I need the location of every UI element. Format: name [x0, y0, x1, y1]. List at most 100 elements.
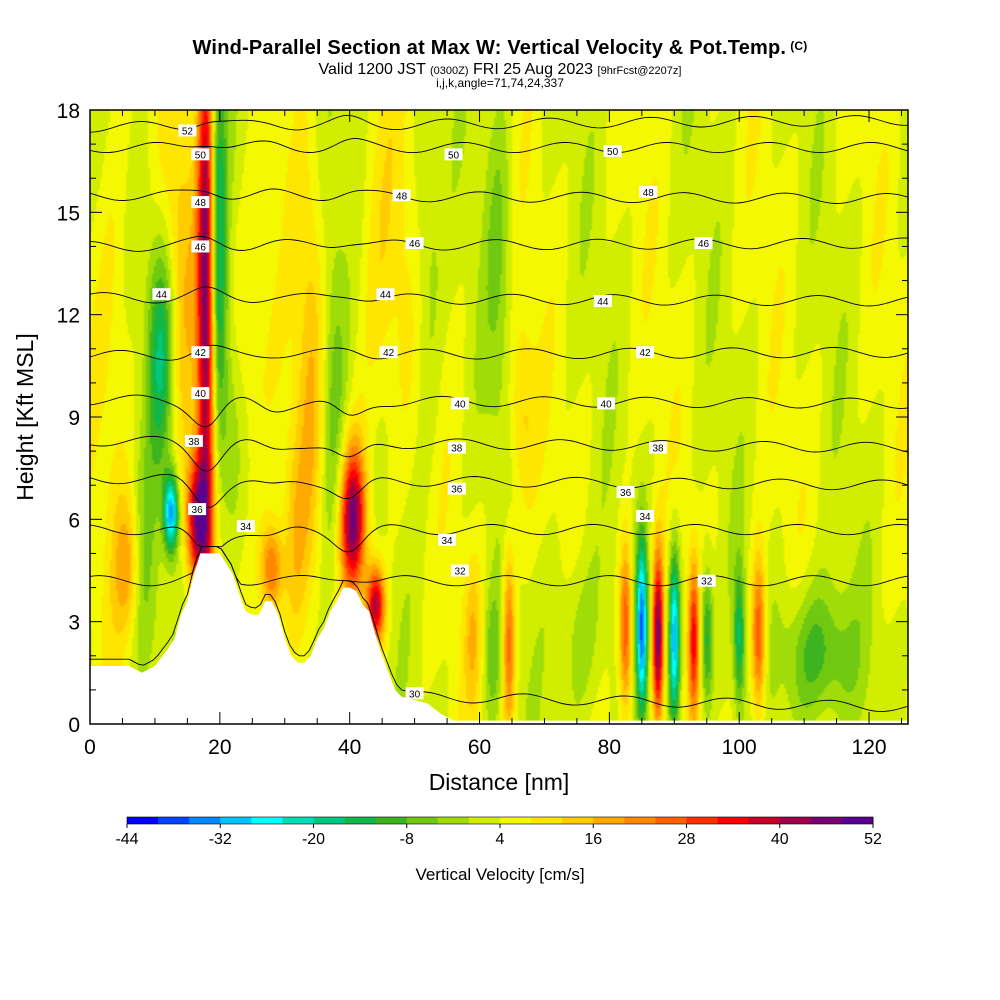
contour-label-text: 32 [454, 567, 466, 578]
contour-label: 36 [616, 486, 635, 499]
contour-label-box [438, 533, 457, 546]
contour-label-text: 38 [188, 437, 200, 448]
contour-label-text: 34 [640, 512, 652, 523]
theta-contour-32 [90, 546, 908, 587]
colorbar-swatch [344, 817, 377, 824]
chart-title: Wind-Parallel Section at Max W: Vertical… [192, 37, 808, 59]
contour-label: 40 [597, 397, 616, 410]
grid-indices: i,j,k,angle=71,74,24,337 [436, 76, 564, 90]
theta-contour-38 [90, 435, 908, 472]
theta-contour-40 [90, 394, 908, 428]
contour-label-box [191, 196, 210, 209]
colorbar-title: Vertical Velocity [cm/s] [415, 865, 584, 884]
contour-label: 40 [191, 387, 210, 400]
y-tick-label: 9 [68, 407, 80, 430]
valid-utc: (0300Z) [430, 65, 469, 77]
x-tick-label: 120 [852, 736, 887, 759]
contour-label-box [392, 189, 411, 202]
colorbar-swatch [655, 817, 687, 824]
contour-label-text: 48 [396, 191, 408, 202]
colorbar-swatch [468, 817, 501, 824]
contour-label-text: 34 [240, 522, 252, 533]
contour-label-box [178, 124, 197, 137]
colorbar-swatch [562, 817, 594, 824]
contour-label-box [447, 441, 466, 454]
contour-label: 48 [639, 185, 658, 199]
colorbar-swatch [686, 817, 719, 824]
valid-time: Valid 1200 JST [318, 61, 426, 78]
contour-label-text: 48 [195, 198, 207, 209]
contour-label-box [236, 520, 255, 533]
colorbar-swatch [251, 817, 283, 824]
contour-label-text: 44 [597, 297, 609, 308]
contour-label: 48 [191, 196, 210, 209]
theta-contour-48 [90, 188, 908, 204]
contour-label-box [191, 346, 210, 359]
contour-label-box [191, 387, 210, 400]
contour-label: 42 [379, 346, 398, 359]
colorbar-swatch [437, 817, 470, 824]
contour-label: 38 [447, 441, 466, 455]
contour-label-box [451, 564, 470, 577]
contour-label-box [603, 144, 622, 157]
contour-label-box [649, 441, 668, 454]
contour-label: 44 [152, 288, 171, 301]
forecast-info: [9hrFcst@2207z] [597, 65, 682, 77]
y-tick-label: 6 [68, 509, 80, 532]
theta-contour-50 [90, 138, 908, 154]
theta-contour-44 [90, 286, 908, 307]
colorbar-swatch [282, 817, 314, 824]
contour-label-text: 52 [182, 126, 194, 137]
potential-temperature-contours [90, 114, 908, 712]
contour-label-text: 44 [380, 290, 392, 301]
contour-label: 42 [191, 346, 210, 359]
theta-contour-36 [90, 473, 908, 508]
contour-label-box [444, 148, 463, 161]
contour-label-text: 46 [409, 239, 421, 250]
contour-label: 46 [191, 240, 210, 253]
colorbar-label: 28 [678, 831, 696, 848]
contour-label-box [597, 397, 616, 410]
contour-label-box [447, 482, 466, 495]
contour-label: 50 [603, 144, 622, 158]
contour-label: 34 [438, 533, 457, 547]
theta-contour-46 [90, 236, 908, 252]
contour-label-box [451, 397, 470, 410]
colorbar-swatch [189, 817, 221, 824]
contour-label-text: 42 [640, 348, 652, 359]
theta-contour-34 [90, 524, 908, 553]
contour-label: 50 [191, 148, 210, 161]
contour-label-text: 38 [451, 444, 463, 455]
contour-label-box [405, 687, 424, 700]
colorbar-swatch [717, 817, 750, 824]
valid-date: FRI 25 Aug 2023 [472, 61, 594, 78]
contour-label-box [184, 434, 203, 447]
contour-label-text: 32 [701, 577, 713, 588]
colorbar-swatch [375, 817, 408, 824]
contour-label-text: 50 [448, 150, 460, 161]
contour-label: 36 [188, 503, 207, 516]
contour-label: 30 [405, 687, 424, 700]
x-axis-label: Distance [nm] [429, 769, 570, 795]
contour-label-text: 38 [652, 444, 664, 455]
contour-label: 34 [236, 520, 255, 533]
colorbar-swatch [531, 817, 563, 824]
contour-label: 32 [697, 574, 716, 588]
contour-label-text: 46 [195, 242, 207, 253]
colorbar-label: 16 [584, 831, 602, 848]
colorbar-swatch [500, 817, 532, 824]
colorbar-swatch [313, 817, 346, 824]
theta-contour-52 [90, 114, 908, 133]
contour-label-text: 50 [607, 147, 619, 158]
contour-label-box [188, 503, 207, 516]
contour-label-text: 36 [192, 505, 204, 516]
contour-label-text: 30 [409, 689, 421, 700]
contour-label-box [152, 288, 171, 301]
contour-label: 50 [444, 148, 463, 161]
contour-label-text: 40 [195, 389, 207, 400]
contour-label-text: 36 [620, 488, 632, 499]
x-tick-label: 0 [84, 736, 96, 759]
contour-label: 34 [636, 509, 655, 523]
y-tick-label: 12 [57, 305, 80, 328]
